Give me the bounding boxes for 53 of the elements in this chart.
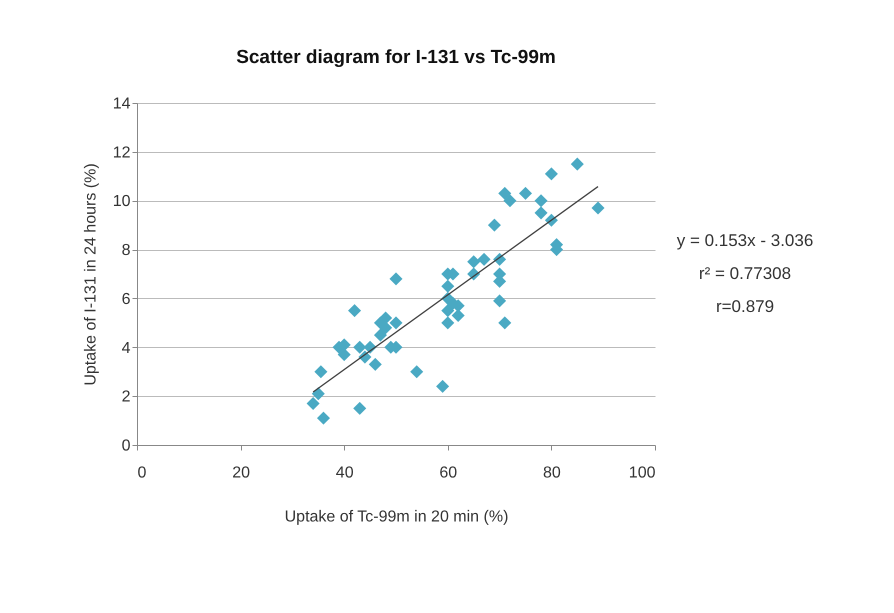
y-tick-label: 14 bbox=[112, 96, 131, 112]
point bbox=[570, 158, 584, 171]
y-tick-label: 6 bbox=[122, 290, 131, 308]
point bbox=[498, 316, 512, 330]
point bbox=[436, 380, 450, 393]
point bbox=[441, 304, 454, 318]
y-tick-label: 8 bbox=[122, 242, 131, 260]
x-tick-label: 0 bbox=[138, 464, 146, 482]
y-tick-label: 10 bbox=[112, 193, 131, 210]
x-tick-label: 80 bbox=[543, 464, 561, 482]
y-axis-title: Uptake of I-131 in 24 hours (%) bbox=[82, 163, 100, 386]
point bbox=[368, 358, 382, 371]
y-tick-label: 12 bbox=[112, 144, 131, 162]
text: r² = 0.77308 bbox=[698, 264, 792, 283]
point bbox=[314, 365, 328, 378]
x-axis-title: Uptake of Tc-99m in 20 min (%) bbox=[284, 508, 508, 526]
y-tick-label: 0 bbox=[122, 438, 131, 454]
point bbox=[389, 272, 403, 286]
text: y = 0.153x - 3.036 bbox=[676, 231, 814, 250]
y-tick-label: 4 bbox=[122, 340, 131, 357]
point bbox=[379, 321, 392, 334]
point bbox=[592, 202, 605, 215]
point bbox=[544, 167, 558, 180]
point bbox=[316, 412, 330, 425]
point bbox=[374, 328, 387, 342]
x-tick-label: 40 bbox=[336, 464, 354, 482]
point bbox=[534, 194, 548, 208]
point bbox=[518, 186, 532, 200]
point bbox=[306, 396, 320, 410]
point bbox=[379, 311, 392, 324]
point bbox=[452, 309, 465, 322]
point bbox=[478, 252, 491, 266]
chart-title: Scatter diagram for I-131 vs Tc-99m bbox=[236, 47, 556, 68]
point bbox=[534, 206, 548, 220]
point bbox=[441, 316, 454, 330]
point bbox=[312, 387, 325, 400]
point bbox=[348, 304, 362, 318]
point bbox=[353, 402, 366, 415]
point bbox=[498, 186, 512, 200]
y-tick-label: 2 bbox=[122, 388, 131, 406]
point bbox=[467, 255, 480, 268]
text: r=0.879 bbox=[716, 297, 774, 316]
point bbox=[493, 294, 506, 308]
x-tick-label: 20 bbox=[232, 464, 250, 482]
point bbox=[338, 348, 351, 362]
point bbox=[488, 218, 501, 232]
point bbox=[353, 340, 366, 354]
point bbox=[389, 316, 403, 330]
x-tick-label: 100 bbox=[628, 464, 656, 482]
point bbox=[410, 365, 424, 378]
point bbox=[503, 194, 516, 208]
x-tick-label: 60 bbox=[439, 464, 458, 482]
point bbox=[441, 280, 454, 293]
